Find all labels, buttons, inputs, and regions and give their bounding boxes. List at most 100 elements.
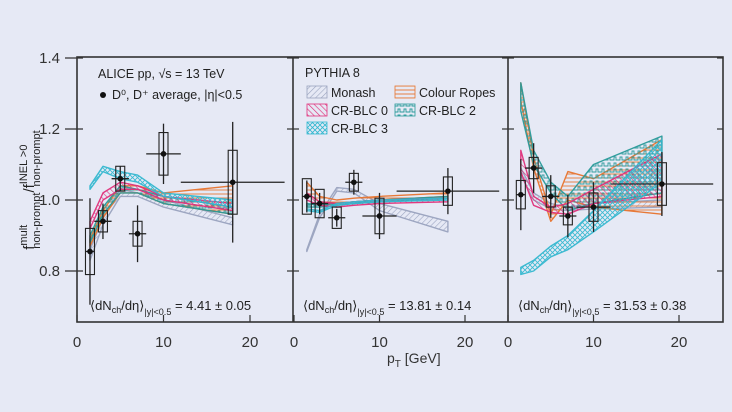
data-marker [134,230,141,237]
syst-error-box [442,176,453,206]
data-marker [565,213,571,219]
data-marker [117,175,124,182]
syst-error-box [97,210,108,233]
xlabel-unit: [GeV] [401,350,441,366]
data-point [128,205,147,263]
y-tick-labels: 1.4 1.2 1.0 0.8 [39,50,60,280]
legend-item-cr-blc-0: CR-BLC 0 [306,103,388,118]
syst-error-box [656,162,667,206]
data-point [362,192,397,240]
x-tick-label: 0 [290,334,298,351]
syst-error-box [227,149,238,215]
data-marker [518,191,524,198]
ylabel-slash: / [21,188,38,193]
y-tick-label: 1.2 [39,121,60,138]
data-marker [351,179,357,186]
syst-error-box [84,227,96,276]
data-point [515,159,526,231]
syst-error-box [115,165,126,192]
data-marker [160,151,167,157]
mult-value: = 4.41 ± 0.05 [171,298,251,313]
ylabel-sub2: non-prompt [31,130,43,186]
data-point [311,188,329,219]
legend-item-monash: Monash [306,85,376,100]
data-marker-legend-icon [100,92,106,98]
panel-3: 0 10 20 [502,57,723,351]
syst-error-box [374,197,385,235]
mult-prefix: ⟨dN [518,298,540,313]
data-point [525,143,543,193]
legend-item-cr-blc-2: CR-BLC 2 [394,103,476,118]
monash-swatch-icon [306,85,328,99]
syst-error-box [562,206,573,226]
data-point [559,194,577,238]
x-tick-label: 0 [504,334,512,351]
mult-mid: /dη⟩ [549,298,572,313]
data-point [111,165,129,192]
legend-label-cr-blc-0: CR-BLC 0 [331,104,388,118]
multiplicity-label-panel-3: ⟨dNch/dη⟩|y|<0.5 = 31.53 ± 0.38 [518,298,686,317]
x-tick-label: 20 [457,334,474,351]
data-marker [229,179,236,186]
panel-plot-area [84,121,285,305]
x-axis-label: pT [GeV] [387,350,441,370]
x-tick-label: 0 [73,334,81,351]
colour-ropes-swatch-icon [394,85,416,99]
data-point [146,123,181,185]
legend-label-cr-blc-3: CR-BLC 3 [331,122,388,136]
mult-mid: /dη⟩ [334,298,357,313]
y-axis-label: fmultnon-prompt/fINEL >0non-prompt [18,130,43,249]
legend-label-colour-ropes: Colour Ropes [419,86,495,100]
experiment-label: ALICE pp, √s = 13 TeV [98,67,225,81]
ylabel-sup1: mult [18,225,30,246]
mult-sub-ch: ch [112,305,122,315]
y-tick-label: 0.8 [39,263,60,280]
x-tick-label: 10 [155,334,172,351]
svg-text:⟨dNch/dη⟩|y|<0.5 = 31.53 ± 0.3: ⟨dNch/dη⟩|y|<0.5 = 31.53 ± 0.38 [518,298,686,317]
data-marker [87,248,93,255]
mult-prefix: ⟨dN [90,298,112,313]
mult-value: = 13.81 ± 0.14 [384,298,471,313]
x-tick-label: 10 [585,334,602,351]
data-point [84,198,96,305]
mult-value: = 31.53 ± 0.38 [599,298,686,313]
mult-sub-y: |y|<0.5 [357,307,384,317]
data-point [576,182,611,232]
generator-label: PYTHIA 8 [305,66,360,80]
data-marker [445,188,451,194]
data-marker [659,181,665,187]
data-marker [100,218,106,225]
xlabel-sub: T [395,359,401,370]
syst-error-box [132,220,143,247]
syst-error-box [314,188,325,219]
legend-item-cr-blc-3: CR-BLC 3 [306,121,388,136]
legend-label-monash: Monash [331,86,376,100]
data-point [180,121,285,243]
plot-frame [76,56,724,323]
data-marker [530,165,537,171]
y-tick-label: 1.4 [39,50,60,67]
syst-error-box [158,132,169,176]
data-marker [304,193,310,200]
cr-blc2-swatch-icon [394,103,416,117]
panel-plot-area [301,168,500,253]
mult-sub-y: |y|<0.5 [144,307,171,317]
y-tick-label: 1.0 [39,192,60,209]
data-legend-label: D⁰, D⁺ average, |η|<0.5 [112,88,242,102]
data-point [345,169,363,195]
data-marker [376,213,383,219]
syst-error-box [588,192,599,222]
syst-error-box [515,179,526,210]
data-marker [590,204,597,210]
data-point [610,152,714,216]
mult-mid: /dη⟩ [121,298,144,313]
x-tick-label: 10 [371,334,388,351]
panels: 0 10 20 0 10 20 0 10 20 [65,57,723,351]
panel-2: 0 10 20 [287,57,500,351]
legend: Monash Colour Ropes CR-BLC 0 CR-BLC 2 CR… [306,85,495,136]
cr-blc0-swatch-icon [306,103,328,117]
legend-item-colour-ropes: Colour Ropes [394,85,495,100]
frame-border [76,56,724,323]
x-tick-label: 20 [242,334,259,351]
